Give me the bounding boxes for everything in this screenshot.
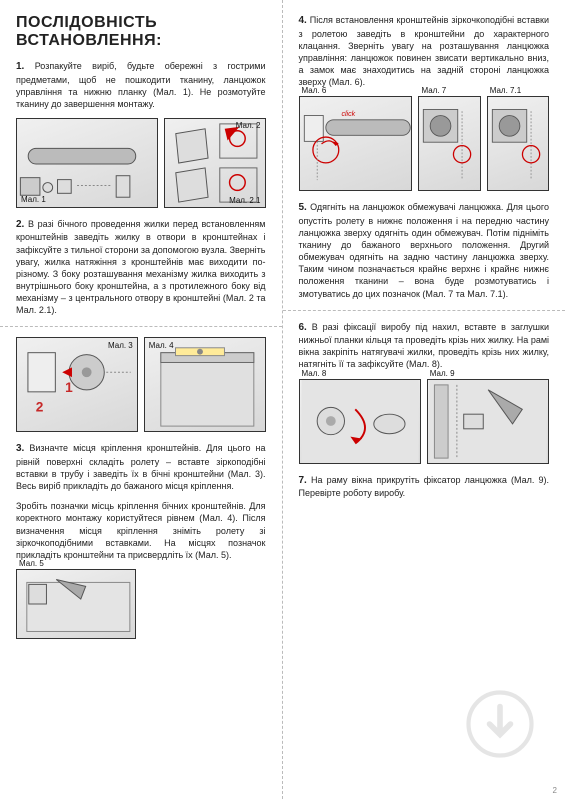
step-3-num: 3. xyxy=(16,443,24,454)
divider-right xyxy=(283,310,565,311)
fig-label-mal9: Мал. 9 xyxy=(430,369,455,378)
figure-mal8: Мал. 8 xyxy=(299,379,421,464)
step-6-body: В разі фіксації виробу під нахил, вставт… xyxy=(299,322,550,370)
figure-row-5: Мал. 8 Мал. 9 xyxy=(299,379,550,464)
fig-label-mal2: Мал. 2 xyxy=(236,121,261,130)
diagram-mal1 xyxy=(17,119,157,207)
page-number: 2 xyxy=(553,786,557,795)
figure-mal5: Мал. 5 xyxy=(16,569,136,639)
step-4-num: 4. xyxy=(299,15,307,26)
click-label: click xyxy=(342,111,356,118)
step-4-body: Після встановлення кронштейнів зіркочкоп… xyxy=(299,15,550,87)
fig-label-mal4: Мал. 4 xyxy=(149,341,174,350)
diagram-mal8 xyxy=(300,380,420,463)
step-3b-text: Зробіть позначки місць кріплення бічних … xyxy=(16,500,266,561)
svg-text:1: 1 xyxy=(65,380,73,395)
figure-mal1: Мал. 1 xyxy=(16,118,158,208)
right-column: 4. Після встановлення кронштейнів зіркоч… xyxy=(283,0,565,799)
step-5-num: 5. xyxy=(299,202,307,213)
step-7-num: 7. xyxy=(299,475,307,486)
step-3-text: 3. Визначте місця кріплення кронштейнів.… xyxy=(16,442,266,492)
page: ПОСЛІДОВНІСТЬ ВСТАНОВЛЕННЯ: 1. Розпакуйт… xyxy=(0,0,565,799)
diagram-mal2 xyxy=(165,119,265,207)
figure-row-1: Мал. 1 Мал. 2 Мал. 2.1 xyxy=(16,118,266,208)
watermark-icon xyxy=(465,689,535,759)
figure-mal9: Мал. 9 xyxy=(427,379,549,464)
step-2-body: В разі бічного проведення жилки перед вс… xyxy=(16,219,266,315)
diagram-mal4 xyxy=(145,338,265,431)
figure-mal4: Мал. 4 xyxy=(144,337,266,432)
diagram-mal3: 2 1 xyxy=(17,338,137,431)
diagram-mal9 xyxy=(428,380,548,463)
figure-row-2: Мал. 3 2 1 Мал. 4 xyxy=(16,337,266,432)
step-1-text: 1. Розпакуйте виріб, будьте обережні з г… xyxy=(16,60,266,110)
figure-row-3: Мал. 5 xyxy=(16,569,266,629)
step-7-body: На раму вікна прикрутіть фіксатор ланцюж… xyxy=(299,475,550,499)
fig-label-mal6: Мал. 6 xyxy=(302,86,327,95)
step-2-num: 2. xyxy=(16,219,24,230)
step-5-text: 5. Одягніть на ланцюжок обмежувачі ланцю… xyxy=(299,201,550,299)
fig-label-mal21: Мал. 2.1 xyxy=(229,196,260,205)
step-6-text: 6. В разі фіксації виробу під нахил, вст… xyxy=(299,321,550,371)
figure-mal6: Мал. 6 click xyxy=(299,96,413,191)
step-5-body: Одягніть на ланцюжок обмежувачі ланцюжка… xyxy=(299,202,550,298)
figure-row-4: Мал. 6 click Мал. 7 xyxy=(299,96,550,191)
step-3b-body: Зробіть позначки місць кріплення бічних … xyxy=(16,501,266,560)
diagram-mal71 xyxy=(488,97,548,190)
step-7-text: 7. На раму вікна прикрутіть фіксатор лан… xyxy=(299,474,550,500)
left-column: ПОСЛІДОВНІСТЬ ВСТАНОВЛЕННЯ: 1. Розпакуйт… xyxy=(0,0,283,799)
page-title: ПОСЛІДОВНІСТЬ ВСТАНОВЛЕННЯ: xyxy=(16,14,266,50)
step-1-body: Розпакуйте виріб, будьте обережні з гост… xyxy=(16,61,266,109)
step-3-body: Визначте місця кріплення кронштейнів. Дл… xyxy=(16,443,266,491)
diagram-mal6 xyxy=(300,97,412,190)
figure-mal7: Мал. 7 xyxy=(418,96,480,191)
fig-label-mal1: Мал. 1 xyxy=(21,195,46,204)
fig-label-mal8: Мал. 8 xyxy=(302,369,327,378)
divider-left xyxy=(0,326,282,327)
fig-label-mal5: Мал. 5 xyxy=(19,559,44,568)
diagram-mal7 xyxy=(419,97,479,190)
fig-label-mal3: Мал. 3 xyxy=(108,341,133,350)
fig-label-mal7: Мал. 7 xyxy=(421,86,446,95)
figure-mal3: Мал. 3 2 1 xyxy=(16,337,138,432)
fig-label-mal71: Мал. 7.1 xyxy=(490,86,521,95)
svg-text:2: 2 xyxy=(36,400,44,415)
step-1-num: 1. xyxy=(16,61,24,72)
step-6-num: 6. xyxy=(299,322,307,333)
step-2-text: 2. В разі бічного проведення жилки перед… xyxy=(16,218,266,316)
diagram-mal5 xyxy=(17,570,135,638)
figure-mal2: Мал. 2 Мал. 2.1 xyxy=(164,118,266,208)
figure-mal71: Мал. 7.1 xyxy=(487,96,549,191)
step-4-text: 4. Після встановлення кронштейнів зіркоч… xyxy=(299,14,550,88)
